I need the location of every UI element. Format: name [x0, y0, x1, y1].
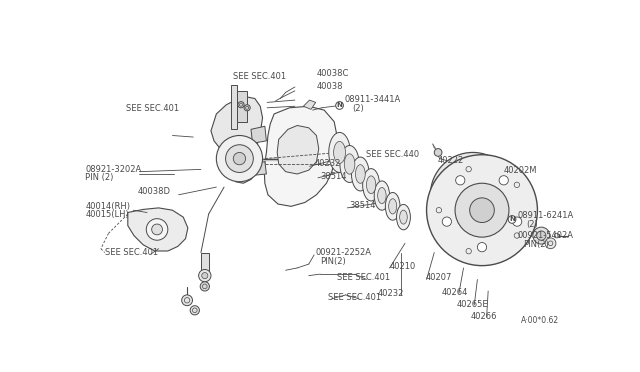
Text: N: N	[337, 102, 342, 109]
Text: PIN(2): PIN(2)	[320, 257, 346, 266]
Text: 40222: 40222	[438, 155, 465, 165]
Ellipse shape	[351, 157, 369, 191]
Circle shape	[487, 166, 495, 174]
Ellipse shape	[374, 181, 390, 210]
Text: 40265E: 40265E	[456, 299, 488, 309]
Polygon shape	[303, 100, 316, 109]
Text: 40207: 40207	[426, 273, 452, 282]
Polygon shape	[251, 162, 266, 176]
Ellipse shape	[344, 154, 355, 174]
Polygon shape	[237, 91, 247, 122]
Polygon shape	[251, 126, 266, 143]
Text: N: N	[509, 217, 515, 222]
Polygon shape	[264, 106, 337, 206]
Circle shape	[545, 238, 556, 249]
Circle shape	[451, 173, 494, 217]
Circle shape	[336, 102, 344, 109]
Text: SEE SEC.401: SEE SEC.401	[126, 104, 179, 113]
Ellipse shape	[399, 210, 407, 224]
Circle shape	[508, 216, 516, 223]
Circle shape	[234, 153, 246, 165]
Circle shape	[244, 105, 250, 111]
Ellipse shape	[333, 141, 346, 163]
Text: A·00*0.62: A·00*0.62	[520, 316, 559, 325]
Circle shape	[225, 145, 253, 173]
Text: 40202M: 40202M	[504, 166, 537, 174]
Circle shape	[440, 201, 447, 208]
Ellipse shape	[340, 145, 359, 183]
Text: 40038: 40038	[316, 83, 343, 92]
Circle shape	[500, 202, 504, 206]
Text: 40266: 40266	[470, 312, 497, 321]
Circle shape	[427, 155, 538, 266]
Text: 00921-2252A: 00921-2252A	[316, 248, 372, 257]
Circle shape	[431, 153, 515, 237]
Circle shape	[435, 148, 442, 156]
Ellipse shape	[378, 187, 386, 203]
Ellipse shape	[367, 176, 376, 194]
Circle shape	[456, 176, 465, 185]
Circle shape	[463, 186, 482, 204]
Circle shape	[182, 295, 193, 306]
Text: (2): (2)	[353, 104, 364, 113]
Text: 40210: 40210	[390, 262, 416, 271]
Circle shape	[469, 222, 477, 230]
Text: SEE SEC.440: SEE SEC.440	[367, 150, 420, 159]
Text: 40264: 40264	[442, 288, 468, 297]
Circle shape	[470, 198, 494, 222]
Ellipse shape	[329, 132, 350, 173]
Text: 08911-3441A: 08911-3441A	[345, 95, 401, 104]
Circle shape	[533, 227, 550, 244]
Circle shape	[442, 202, 445, 206]
Polygon shape	[277, 125, 319, 174]
Text: 40015(LH): 40015(LH)	[86, 210, 129, 219]
Circle shape	[513, 217, 522, 226]
Circle shape	[452, 168, 456, 172]
Text: 38514: 38514	[320, 172, 347, 181]
Circle shape	[451, 166, 458, 174]
Text: 40232: 40232	[378, 289, 404, 298]
Polygon shape	[201, 253, 209, 272]
Ellipse shape	[388, 199, 397, 214]
Text: SEE SEC.401: SEE SEC.401	[328, 293, 381, 302]
Circle shape	[216, 135, 262, 182]
Text: 40038C: 40038C	[316, 70, 349, 78]
Circle shape	[471, 224, 475, 228]
Text: PIN(2): PIN(2)	[523, 240, 548, 249]
Circle shape	[200, 282, 209, 291]
Text: SEE SEC.401: SEE SEC.401	[232, 73, 285, 81]
Text: 08921-3202A: 08921-3202A	[86, 165, 141, 174]
Polygon shape	[231, 85, 237, 129]
Circle shape	[498, 201, 506, 208]
Text: 40014(RH): 40014(RH)	[86, 202, 131, 211]
Text: SEE SEC.401: SEE SEC.401	[337, 273, 390, 282]
Text: 38514: 38514	[349, 201, 376, 210]
Ellipse shape	[355, 165, 365, 183]
Circle shape	[442, 217, 451, 226]
Circle shape	[152, 224, 163, 235]
Circle shape	[489, 168, 493, 172]
Circle shape	[190, 306, 200, 315]
Text: 00921-5402A: 00921-5402A	[517, 231, 573, 240]
Circle shape	[202, 273, 208, 279]
Text: PIN (2): PIN (2)	[86, 173, 114, 182]
Circle shape	[537, 231, 546, 240]
Text: SEE SEC.401: SEE SEC.401	[105, 248, 158, 257]
Circle shape	[499, 176, 508, 185]
Text: 08911-6241A: 08911-6241A	[517, 211, 573, 220]
Circle shape	[455, 183, 509, 237]
Ellipse shape	[363, 169, 380, 201]
Text: (2): (2)	[527, 220, 538, 229]
Ellipse shape	[385, 192, 400, 220]
Circle shape	[198, 269, 211, 282]
Text: 40232: 40232	[314, 160, 340, 169]
Ellipse shape	[397, 205, 410, 230]
Polygon shape	[128, 208, 188, 251]
Text: 40038D: 40038D	[138, 187, 171, 196]
Polygon shape	[211, 97, 262, 183]
Circle shape	[147, 219, 168, 240]
Circle shape	[554, 233, 559, 238]
Circle shape	[238, 102, 244, 108]
Circle shape	[477, 243, 486, 252]
